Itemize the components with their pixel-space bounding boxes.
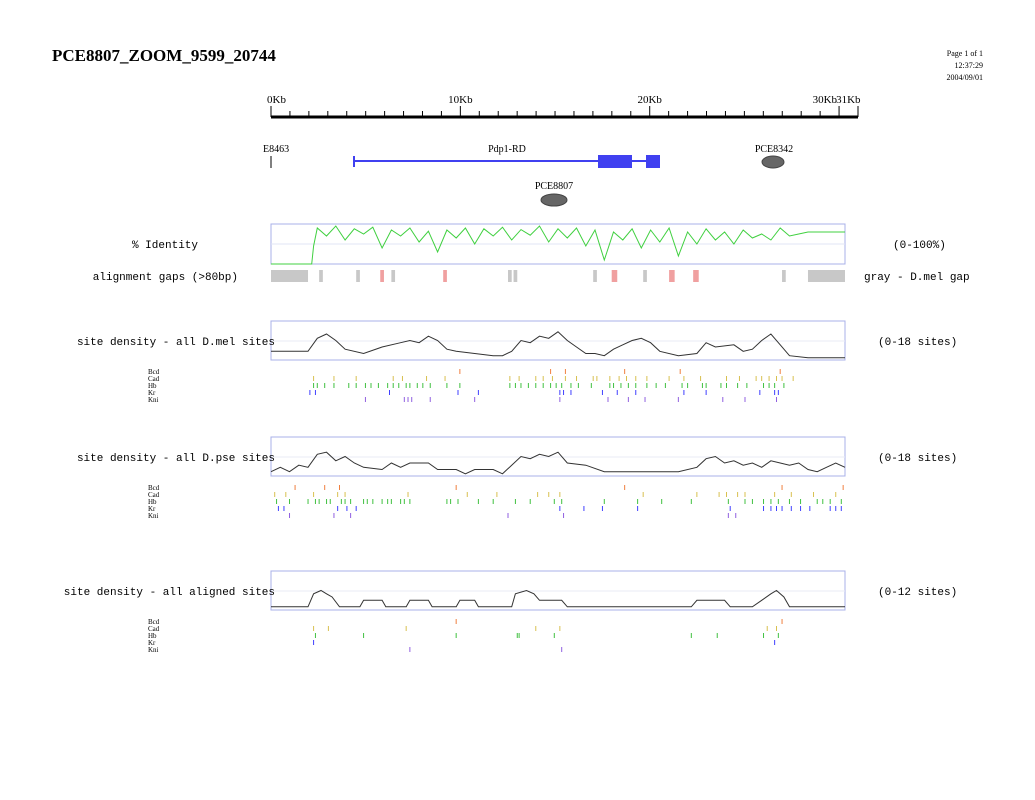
gap-red bbox=[693, 270, 699, 282]
factor-label: Bcd bbox=[148, 484, 160, 492]
gap-red bbox=[443, 270, 447, 282]
density-line bbox=[271, 589, 845, 608]
density-label: site density - all aligned sites bbox=[64, 587, 275, 599]
gap-gray bbox=[391, 270, 396, 282]
page-date: 2004/09/01 bbox=[946, 73, 983, 82]
density-range: (0-18 sites) bbox=[878, 337, 957, 349]
factor-label: Kni bbox=[148, 396, 159, 404]
gap-red bbox=[669, 270, 675, 282]
identity-line bbox=[271, 225, 845, 265]
factor-label: Kr bbox=[148, 389, 156, 397]
density-range: (0-18 sites) bbox=[878, 453, 957, 465]
page-title: PCE8807_ZOOM_9599_20744 bbox=[52, 46, 276, 65]
density-label: site density - all D.mel sites bbox=[77, 337, 275, 349]
ruler-label: 0Kb bbox=[267, 94, 286, 106]
gene-label: Pdp1-RD bbox=[488, 144, 526, 155]
gene-exon bbox=[646, 155, 660, 168]
gap-gray bbox=[513, 270, 518, 282]
factor-label: Bcd bbox=[148, 618, 160, 626]
gap-red bbox=[380, 270, 384, 282]
feature-label-pce8807: PCE8807 bbox=[535, 181, 573, 192]
factor-label: Bcd bbox=[148, 368, 160, 376]
density-line bbox=[271, 331, 845, 359]
factor-label: Hb bbox=[148, 498, 157, 506]
feature-pce8342 bbox=[761, 155, 785, 169]
page-number: Page 1 of 1 bbox=[946, 49, 983, 58]
gap-gray bbox=[807, 270, 845, 282]
page-time: 12:37:29 bbox=[954, 61, 983, 70]
gap-gray bbox=[643, 270, 647, 282]
factor-label: Kr bbox=[148, 639, 156, 647]
gaps-label: alignment gaps (>80bp) bbox=[93, 272, 238, 284]
feature-pce8807 bbox=[540, 193, 568, 207]
ruler-label: 31Kb bbox=[836, 94, 861, 106]
feature-label-pce8342: PCE8342 bbox=[755, 144, 793, 155]
factor-label: Hb bbox=[148, 632, 157, 640]
identity-range: (0-100%) bbox=[893, 240, 946, 252]
gaps-legend: gray - D.mel gap bbox=[864, 272, 970, 284]
gene-exon bbox=[598, 155, 632, 168]
feature-label-e8463: E8463 bbox=[263, 144, 289, 155]
gap-gray bbox=[782, 270, 786, 282]
factor-label: Cad bbox=[148, 491, 160, 499]
page-info: Page 1 of 1 12:37:29 2004/09/01 bbox=[947, 48, 983, 84]
factor-label: Cad bbox=[148, 625, 160, 633]
ruler-label: 30Kb bbox=[813, 94, 838, 106]
factor-label: Hb bbox=[148, 382, 157, 390]
gap-gray bbox=[271, 270, 309, 282]
gap-gray bbox=[356, 270, 360, 282]
factor-label: Cad bbox=[148, 375, 160, 383]
density-label: site density - all D.pse sites bbox=[77, 453, 275, 465]
gap-red bbox=[611, 270, 618, 282]
factor-label: Kni bbox=[148, 512, 159, 520]
ruler-label: 20Kb bbox=[637, 94, 662, 106]
density-line bbox=[270, 451, 846, 475]
gap-gray bbox=[593, 270, 597, 282]
gap-gray bbox=[319, 270, 323, 282]
ruler-label: 10Kb bbox=[448, 94, 473, 106]
factor-label: Kni bbox=[148, 646, 159, 654]
gap-gray bbox=[508, 270, 512, 282]
identity-label: % Identity bbox=[132, 240, 198, 252]
density-range: (0-12 sites) bbox=[878, 587, 957, 599]
factor-label: Kr bbox=[148, 505, 156, 513]
